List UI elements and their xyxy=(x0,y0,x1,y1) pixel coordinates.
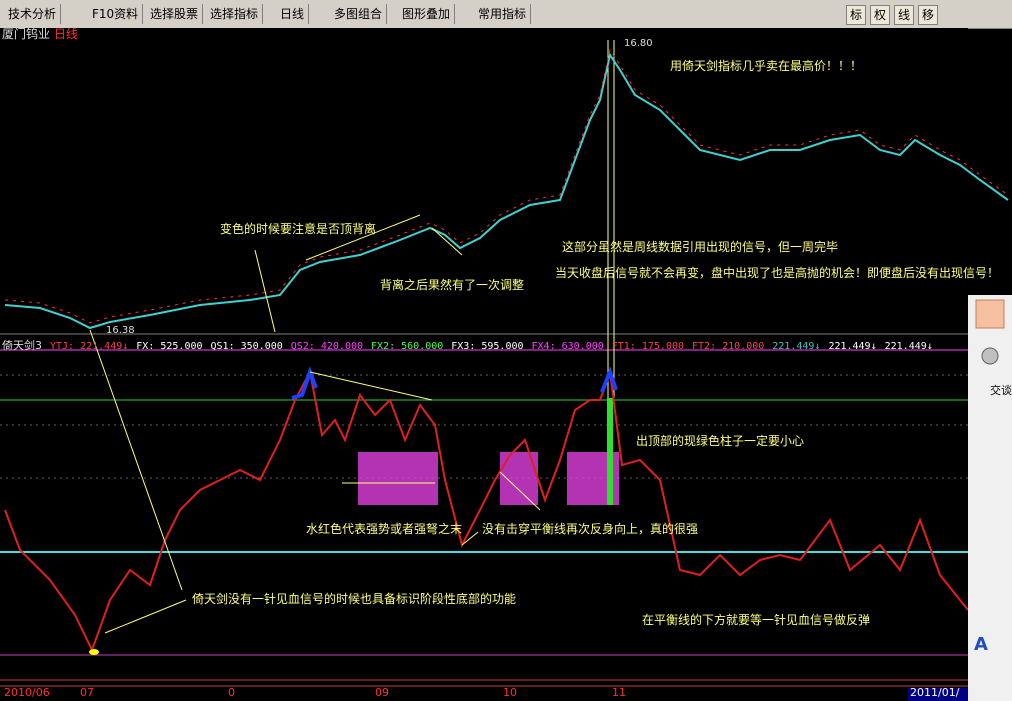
tool-icon-button[interactable]: 权 xyxy=(870,5,890,25)
time-axis-label: 10 xyxy=(503,686,517,699)
time-axis-label: 11 xyxy=(612,686,626,699)
annotation: 水红色代表强势或者强弩之末 xyxy=(306,522,463,536)
annotation: 变色的时候要注意是否顶背离 xyxy=(220,222,377,236)
annotation: 背离之后果然有了一次调整 xyxy=(380,278,525,292)
indicator-name: 倚天剑3 xyxy=(2,339,42,352)
tool-icon-button[interactable]: 线 xyxy=(894,5,914,25)
toolbar-button[interactable]: F10资料 xyxy=(88,4,144,24)
high-label: 16.80 xyxy=(624,38,653,49)
indicator-field: FX3: 595.000 xyxy=(451,341,524,352)
time-axis-label: 07 xyxy=(80,686,94,699)
toolbar-button[interactable]: 多图组合 xyxy=(330,4,388,24)
tool-icon-button[interactable]: 移 xyxy=(918,5,938,25)
indicator-field: FT2: 210.000 xyxy=(692,341,765,352)
annotation: 出顶部的现绿色柱子一定要小心 xyxy=(636,434,805,448)
indicator-field: YTJ: 221.449↓ xyxy=(50,341,129,352)
stock-period: 日线 xyxy=(53,27,78,41)
toolbar-button[interactable]: 常用指标 xyxy=(474,4,532,24)
annotation: 在平衡线的下方就要等一针见血信号做反弹 xyxy=(642,613,871,627)
indicator-field: 221.449↓ xyxy=(884,341,933,352)
stock-name: 厦门钨业 xyxy=(2,27,51,41)
annotation: 用倚天剑指标几乎卖在最高价！！！ xyxy=(670,59,863,73)
toolbar-button[interactable]: 选择股票 xyxy=(146,4,204,24)
chat-label[interactable]: 交谈 xyxy=(990,384,1012,397)
toolbar-button[interactable]: 选择指标 xyxy=(206,4,264,24)
indicator-field: QS1: 350.000 xyxy=(210,341,283,352)
toolbar: 技术分析 F10资料 选择股票 选择指标 日线 多图组合 图形叠加 常用指标 标权线移 xyxy=(0,0,1012,29)
font-button[interactable]: A xyxy=(974,634,988,655)
toolbar-button[interactable]: 图形叠加 xyxy=(398,4,456,24)
toolbar-button[interactable]: 技术分析 xyxy=(4,4,62,24)
indicator-field: FX4: 630.000 xyxy=(531,341,604,352)
annotation: 没有击穿平衡线再次反身向上，真的很强 xyxy=(482,522,699,536)
low-label: 16.38 xyxy=(106,325,135,336)
indicator-field: 221.449↓ xyxy=(828,341,877,352)
annotation: 这部分虽然是周线数据引用出现的信号，但一周完毕 xyxy=(562,240,839,254)
time-axis-label: 0 xyxy=(228,686,235,699)
annotation: 当天收盘后信号就不会再变，盘中出现了也是高抛的机会！即便盘后没有出现信号！ xyxy=(555,266,1000,280)
charts xyxy=(0,28,1012,701)
indicator-field: FX: 525.000 xyxy=(136,341,203,352)
indicator-field: QS2: 420.000 xyxy=(290,341,364,352)
time-axis-label: 2010/06 xyxy=(4,686,50,699)
annotation: 倚天剑没有一针见血信号的时候也具备标识阶段性底部的功能 xyxy=(192,592,517,606)
time-axis-label: 2011/01/ xyxy=(910,686,960,699)
stock-title: 厦门钨业 日线 xyxy=(2,25,78,42)
indicator-field: 221.449↓ xyxy=(772,341,821,352)
toolbar-button[interactable]: 日线 xyxy=(276,4,310,24)
time-axis-label: 09 xyxy=(375,686,389,699)
indicator-header: 倚天剑3 YTJ: 221.449↓ FX: 525.000 QS1: 350.000… xyxy=(2,337,941,353)
indicator-field: FX2: 560.000 xyxy=(371,341,444,352)
tool-icon-button[interactable]: 标 xyxy=(846,5,866,25)
indicator-field: FT1: 175.000 xyxy=(611,341,685,352)
